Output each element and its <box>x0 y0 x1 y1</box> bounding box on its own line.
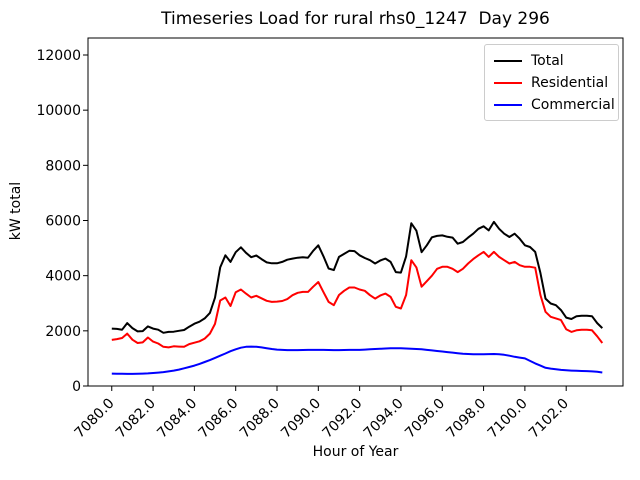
y-axis-tick-label: 0 <box>72 379 81 395</box>
legend-line-swatch <box>494 60 522 62</box>
axes-spines <box>87 37 624 387</box>
x-axis-tick-label: 7084.0 <box>154 396 200 442</box>
chart-title: Timeseries Load for rural rhs0_1247 Day … <box>161 9 550 29</box>
y-axis-tick-label: 10000 <box>36 103 81 119</box>
legend: Total Residential Commercial <box>484 44 619 121</box>
y-axis-tick-label: 12000 <box>36 48 81 64</box>
x-axis-tick-label: 7098.0 <box>443 396 489 442</box>
x-axis-tick-label: 7086.0 <box>196 396 242 442</box>
legend-label: Commercial <box>531 97 615 113</box>
series-line-total <box>111 220 604 334</box>
legend-item-residential: Residential <box>485 72 618 94</box>
y-axis-tick-label: 8000 <box>45 158 81 174</box>
x-axis-tick-label: 7088.0 <box>237 396 283 442</box>
x-axis-tick-label: 7082.0 <box>113 396 159 442</box>
legend-item-total: Total <box>485 50 618 72</box>
x-axis-tick-label: 7092.0 <box>319 396 365 442</box>
x-axis-tick-label: 7102.0 <box>526 396 572 442</box>
x-axis-tick-label: 7094.0 <box>361 396 407 442</box>
legend-label: Total <box>531 53 564 69</box>
x-axis-tick-label: 7100.0 <box>485 396 531 442</box>
legend-label: Residential <box>531 75 609 91</box>
x-axis-tick-label: 7090.0 <box>278 396 324 442</box>
legend-item-commercial: Commercial <box>485 94 618 116</box>
x-axis-tick-label: 7080.0 <box>72 396 118 442</box>
x-axis-tick-label: 7096.0 <box>402 396 448 442</box>
y-axis-tick-label: 2000 <box>45 324 81 340</box>
y-axis-tick-label: 6000 <box>45 213 81 229</box>
y-axis-label: kW total <box>8 181 24 241</box>
x-axis-label: Hour of Year <box>312 444 399 460</box>
legend-line-swatch <box>494 82 522 84</box>
y-axis-tick-label: 4000 <box>45 269 81 285</box>
series-line-commercial <box>111 345 603 375</box>
series-line-residential <box>111 250 604 349</box>
legend-line-swatch <box>494 104 522 106</box>
